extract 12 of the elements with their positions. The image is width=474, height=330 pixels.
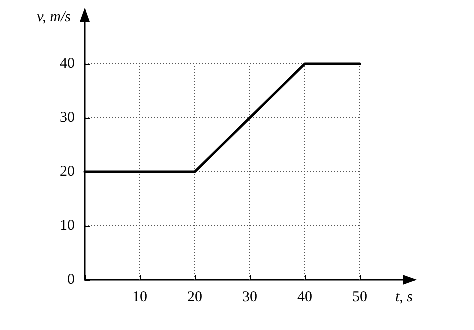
y-axis-title: v, m/s (37, 10, 72, 26)
y-tick-label: 0 (68, 272, 75, 288)
x-tick-label: 10 (132, 290, 148, 306)
y-tick-label: 30 (60, 110, 75, 126)
x-tick-label: 50 (352, 290, 368, 306)
x-tick-label: 30 (242, 290, 258, 306)
y-tick-label: 20 (60, 164, 75, 180)
x-tick-label: 40 (298, 290, 312, 306)
y-tick-label: 40 (60, 56, 75, 72)
y-tick-label: 10 (60, 218, 75, 234)
x-axis-title: t, s (395, 290, 414, 306)
x-tick-label: 20 (188, 290, 202, 306)
